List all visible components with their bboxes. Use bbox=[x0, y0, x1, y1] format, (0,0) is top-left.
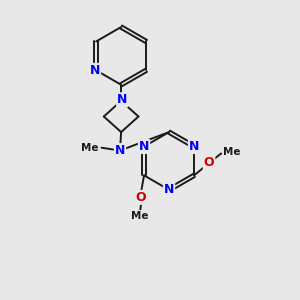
Text: N: N bbox=[115, 144, 125, 157]
Text: N: N bbox=[189, 140, 199, 153]
Text: Me: Me bbox=[224, 147, 241, 157]
Text: O: O bbox=[136, 191, 146, 204]
Text: Me: Me bbox=[81, 143, 99, 153]
Text: N: N bbox=[117, 93, 128, 106]
Text: N: N bbox=[139, 140, 149, 153]
Text: Me: Me bbox=[131, 211, 149, 221]
Text: N: N bbox=[90, 64, 100, 77]
Text: O: O bbox=[204, 156, 214, 169]
Text: N: N bbox=[164, 183, 174, 196]
